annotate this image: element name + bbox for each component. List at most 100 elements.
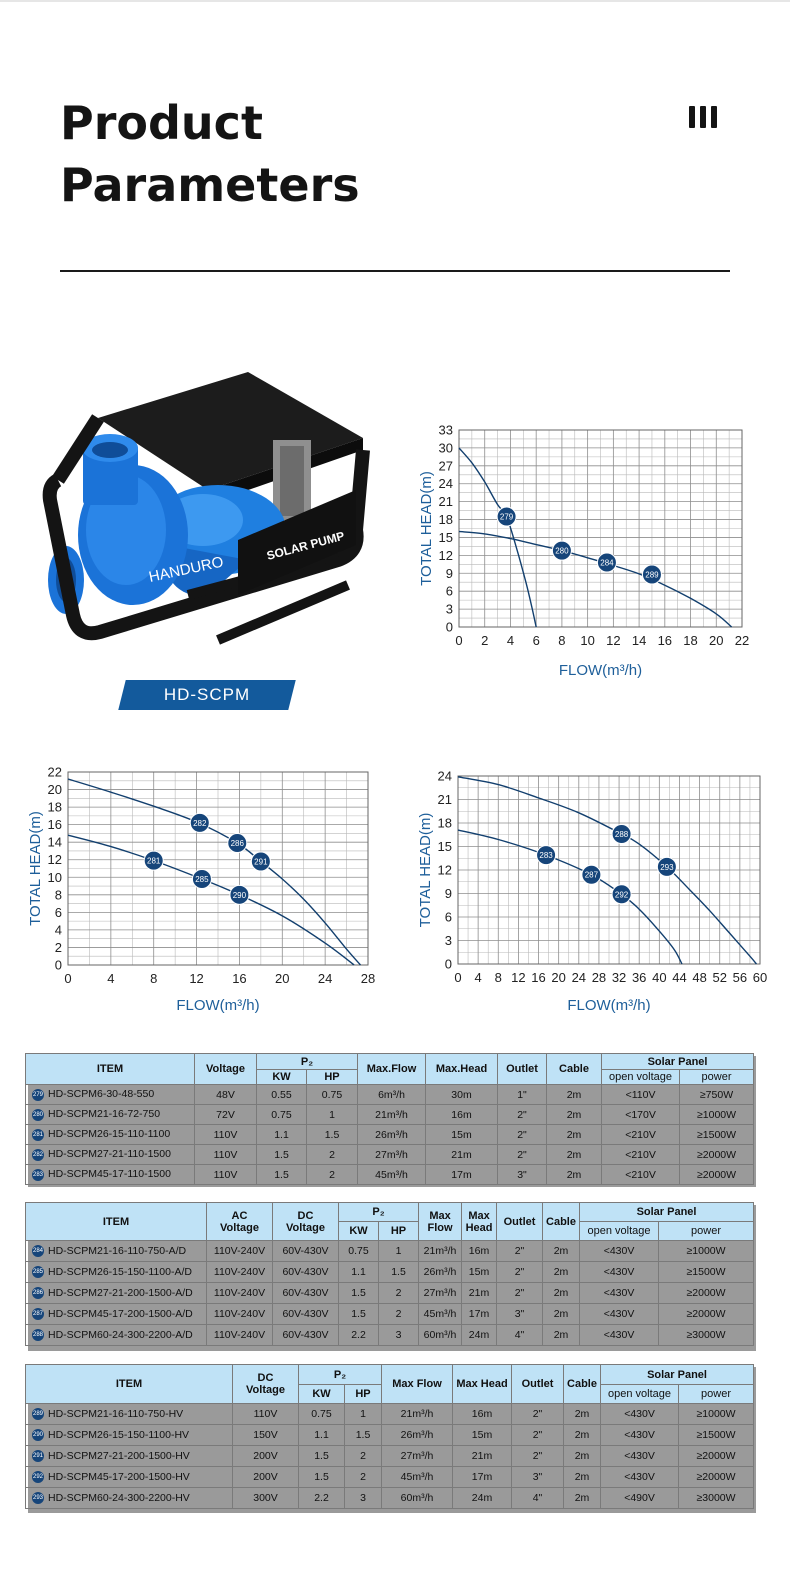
table-cell: 1 <box>343 1403 383 1425</box>
table-cell: 1.5 <box>343 1424 383 1446</box>
table-cell: 3" <box>497 1164 548 1185</box>
table-row: 287 HD-SCPM45-17-200-1500-A/D 110V-240V 60V… <box>25 1303 755 1325</box>
curve-number-badge: 289 <box>32 1408 44 1421</box>
table-cell: 110V <box>194 1124 257 1145</box>
col-item: ITEM <box>25 1202 207 1241</box>
marker-label: 291 <box>254 857 268 866</box>
y-tick-label: 6 <box>445 910 452 925</box>
col-max-head: Max Head <box>461 1202 498 1241</box>
marker-label: 292 <box>615 890 629 899</box>
col-voltage: Voltage <box>194 1053 257 1085</box>
col-max-flow: Max.Flow <box>357 1053 427 1085</box>
y-axis-label: TOTAL HEAD(m) <box>418 471 435 586</box>
table-cell: ≥1500W <box>658 1261 755 1283</box>
table-cell: 1.5 <box>298 1466 345 1488</box>
table-cell: 60V-430V <box>272 1324 339 1346</box>
table-cell: <210V <box>601 1124 681 1145</box>
y-tick-label: 22 <box>48 765 62 780</box>
page-title: Product Parameters <box>60 92 360 216</box>
table-cell: 6m³/h <box>357 1084 427 1105</box>
spec-table-1: ITEM Voltage P₂ Max.Flow Max.Head Outlet… <box>25 1053 755 1185</box>
table-cell: 110V <box>194 1164 257 1185</box>
x-axis-label: FLOW(m³/h) <box>567 997 650 1014</box>
col-dc-line1: DC <box>257 1372 274 1384</box>
curve-marker: 285 <box>191 869 212 890</box>
x-tick-label: 8 <box>495 970 502 985</box>
table-cell: 2m <box>542 1261 581 1283</box>
table-cell: 1.5 <box>298 1445 345 1467</box>
col-hp: HP <box>377 1221 420 1241</box>
marker-label: 279 <box>500 513 514 522</box>
table-cell: 60V-430V <box>272 1261 339 1283</box>
y-tick-label: 20 <box>48 782 62 797</box>
x-tick-label: 16 <box>232 971 246 986</box>
table-cell: 2" <box>511 1403 565 1425</box>
table-cell: <430V <box>600 1403 680 1425</box>
table-cell: 17m <box>452 1466 513 1488</box>
item-cell: 290 HD-SCPM26-15-150-1100-HV <box>25 1424 233 1446</box>
table-cell: 2m <box>542 1282 581 1304</box>
table-cell: 2.2 <box>338 1324 379 1346</box>
table-cell: 2" <box>496 1282 544 1304</box>
table-cell: ≥2000W <box>658 1303 755 1325</box>
table-cell: 1.1 <box>338 1261 379 1283</box>
table-cell: 17m <box>425 1164 499 1185</box>
plot-frame <box>457 775 761 965</box>
item-cell: 293 HD-SCPM60-24-300-2200-HV <box>25 1487 233 1509</box>
table-cell: 200V <box>232 1445 299 1467</box>
table-cell: ≥1500W <box>679 1124 755 1145</box>
col-max-head: Max Head <box>452 1364 513 1404</box>
col-flow-line2: Flow <box>427 1221 453 1234</box>
col-hp: HP <box>305 1069 359 1085</box>
item-name: HD-SCPM21-16-72-750 <box>48 1108 161 1121</box>
col-dc-line2: Voltage <box>246 1384 285 1396</box>
curve-marker: 288 <box>611 823 632 844</box>
table-cell: 3" <box>496 1303 544 1325</box>
plot-frame <box>458 429 743 628</box>
series-line <box>67 834 355 966</box>
curve-marker: 280 <box>551 540 572 561</box>
y-tick-label: 0 <box>446 620 453 635</box>
table-cell: ≥750W <box>679 1084 755 1105</box>
table-cell: 2m <box>546 1104 603 1125</box>
col-power: power <box>679 1069 755 1085</box>
marker-label: 288 <box>615 830 629 839</box>
marker-circle <box>656 856 677 877</box>
table-cell: 2m <box>563 1403 602 1425</box>
x-tick-label: 28 <box>592 970 606 985</box>
table-cell: 300V <box>232 1487 299 1509</box>
item-name: HD-SCPM27-21-200-1500-A/D <box>48 1286 193 1299</box>
marker-circle <box>596 552 617 573</box>
table-cell: 4" <box>496 1324 544 1346</box>
y-tick-label: 12 <box>438 863 452 878</box>
table-row: 281 HD-SCPM26-15-110-1100 110V 1.1 1.5 26m³/h… <box>25 1124 755 1145</box>
table-row: 289 HD-SCPM21-16-110-750-HV 110V 0.75 1 21m³/… <box>25 1403 755 1425</box>
table-row: 291 HD-SCPM27-21-200-1500-HV 200V 1.5 2 27m³/… <box>25 1445 755 1467</box>
curve-number-badge: 283 <box>32 1168 44 1181</box>
table-cell: 26m³/h <box>357 1124 427 1145</box>
curve-number-badge: 287 <box>32 1308 44 1321</box>
item-cell: 281 HD-SCPM26-15-110-1100 <box>25 1124 195 1145</box>
marker-circle <box>641 564 662 585</box>
table-cell: 1.5 <box>256 1164 307 1185</box>
table-cell: 15m <box>461 1261 498 1283</box>
table-cell: 60V-430V <box>272 1282 339 1304</box>
x-tick-label: 40 <box>652 970 666 985</box>
item-name: HD-SCPM26-15-150-1100-A/D <box>48 1265 192 1278</box>
col-dc-voltage: DC Voltage <box>272 1202 339 1241</box>
table-cell: 60V-430V <box>272 1303 339 1325</box>
y-tick-label: 0 <box>55 958 62 973</box>
marker-label: 293 <box>660 863 674 872</box>
table-row: 286 HD-SCPM27-21-200-1500-A/D 110V-240V 60V… <box>25 1282 755 1304</box>
table-cell: 2m <box>542 1303 581 1325</box>
table-cell: 3 <box>343 1487 383 1509</box>
marker-label: 284 <box>600 559 614 568</box>
curve-marker: 290 <box>229 884 250 905</box>
y-tick-label: 24 <box>439 476 453 491</box>
item-cell: 279 HD-SCPM6-30-48-550 <box>25 1084 195 1105</box>
curve-number-badge: 291 <box>32 1450 44 1463</box>
y-tick-label: 16 <box>48 817 62 832</box>
col-open-voltage: open voltage <box>579 1221 660 1241</box>
y-axis-label: TOTAL HEAD(m) <box>417 813 434 928</box>
chart-svg: 0 2 4 6 8 10 12 14 16 18 20 2203691215182124273033F… <box>418 423 749 680</box>
